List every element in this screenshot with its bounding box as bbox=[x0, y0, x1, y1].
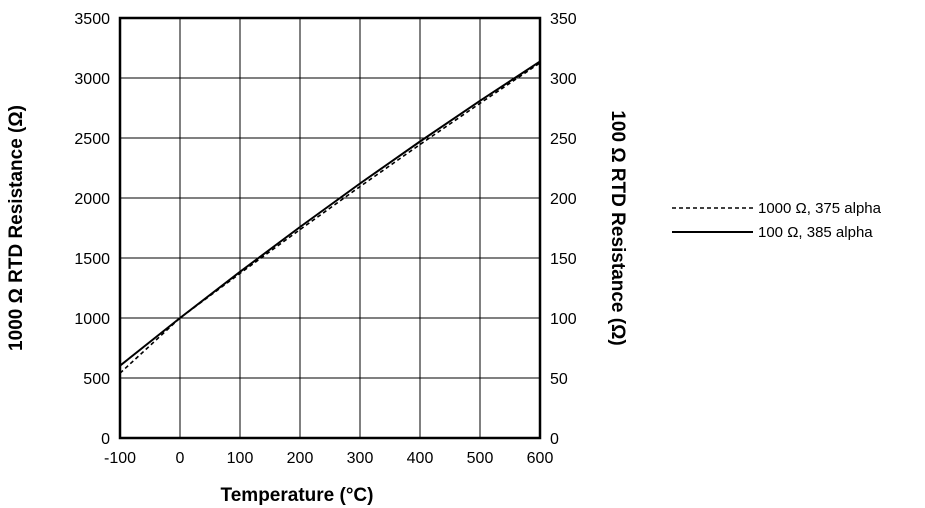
x-tick-label-3: 200 bbox=[287, 450, 314, 467]
right-y-tick-label-7: 350 bbox=[550, 11, 577, 28]
left-y-tick-label-2: 1000 bbox=[74, 311, 110, 328]
left-y-tick-label-6: 3000 bbox=[74, 71, 110, 88]
x-tick-label-1: 0 bbox=[176, 450, 185, 467]
left-y-tick-label-1: 500 bbox=[83, 371, 110, 388]
x-tick-labels: -100 0 100 200 300 400 500 600 bbox=[104, 450, 553, 467]
right-y-tick-label-1: 50 bbox=[550, 371, 568, 388]
left-y-tick-label-7: 3500 bbox=[74, 11, 110, 28]
x-tick-label-5: 400 bbox=[407, 450, 434, 467]
legend-label-1000-375: 1000 Ω, 375 alpha bbox=[758, 200, 882, 217]
right-y-tick-labels: 0 50 100 150 200 250 300 350 bbox=[550, 11, 577, 448]
left-y-tick-label-4: 2000 bbox=[74, 191, 110, 208]
grid bbox=[119, 17, 541, 439]
left-y-tick-label-5: 2500 bbox=[74, 131, 110, 148]
left-y-axis-title: 1000 Ω RTD Resistance (Ω) bbox=[6, 105, 27, 351]
right-y-axis-title: 100 Ω RTD Resistance (Ω) bbox=[607, 110, 628, 345]
right-y-tick-label-4: 200 bbox=[550, 191, 577, 208]
right-y-tick-label-2: 100 bbox=[550, 311, 577, 328]
x-axis-title: Temperature (°C) bbox=[221, 485, 374, 506]
legend: 1000 Ω, 375 alpha 100 Ω, 385 alpha bbox=[672, 200, 882, 241]
left-y-tick-label-0: 0 bbox=[101, 431, 110, 448]
series-line-1 bbox=[119, 60, 541, 367]
x-tick-label-2: 100 bbox=[227, 450, 254, 467]
left-y-tick-label-3: 1500 bbox=[74, 251, 110, 268]
series-line-0 bbox=[119, 62, 541, 374]
right-y-tick-label-6: 300 bbox=[550, 71, 577, 88]
right-y-tick-label-5: 250 bbox=[550, 131, 577, 148]
left-y-tick-labels: 0 500 1000 1500 2000 2500 3000 3500 bbox=[74, 11, 110, 448]
x-tick-label-7: 600 bbox=[527, 450, 554, 467]
plot-frame bbox=[118, 16, 542, 440]
x-tick-label-6: 500 bbox=[467, 450, 494, 467]
right-y-tick-label-0: 0 bbox=[550, 431, 559, 448]
series-lines bbox=[119, 60, 541, 374]
x-tick-label-0: -100 bbox=[104, 450, 136, 467]
x-tick-label-4: 300 bbox=[347, 450, 374, 467]
right-y-tick-label-3: 150 bbox=[550, 251, 577, 268]
legend-label-100-385: 100 Ω, 385 alpha bbox=[758, 224, 873, 241]
